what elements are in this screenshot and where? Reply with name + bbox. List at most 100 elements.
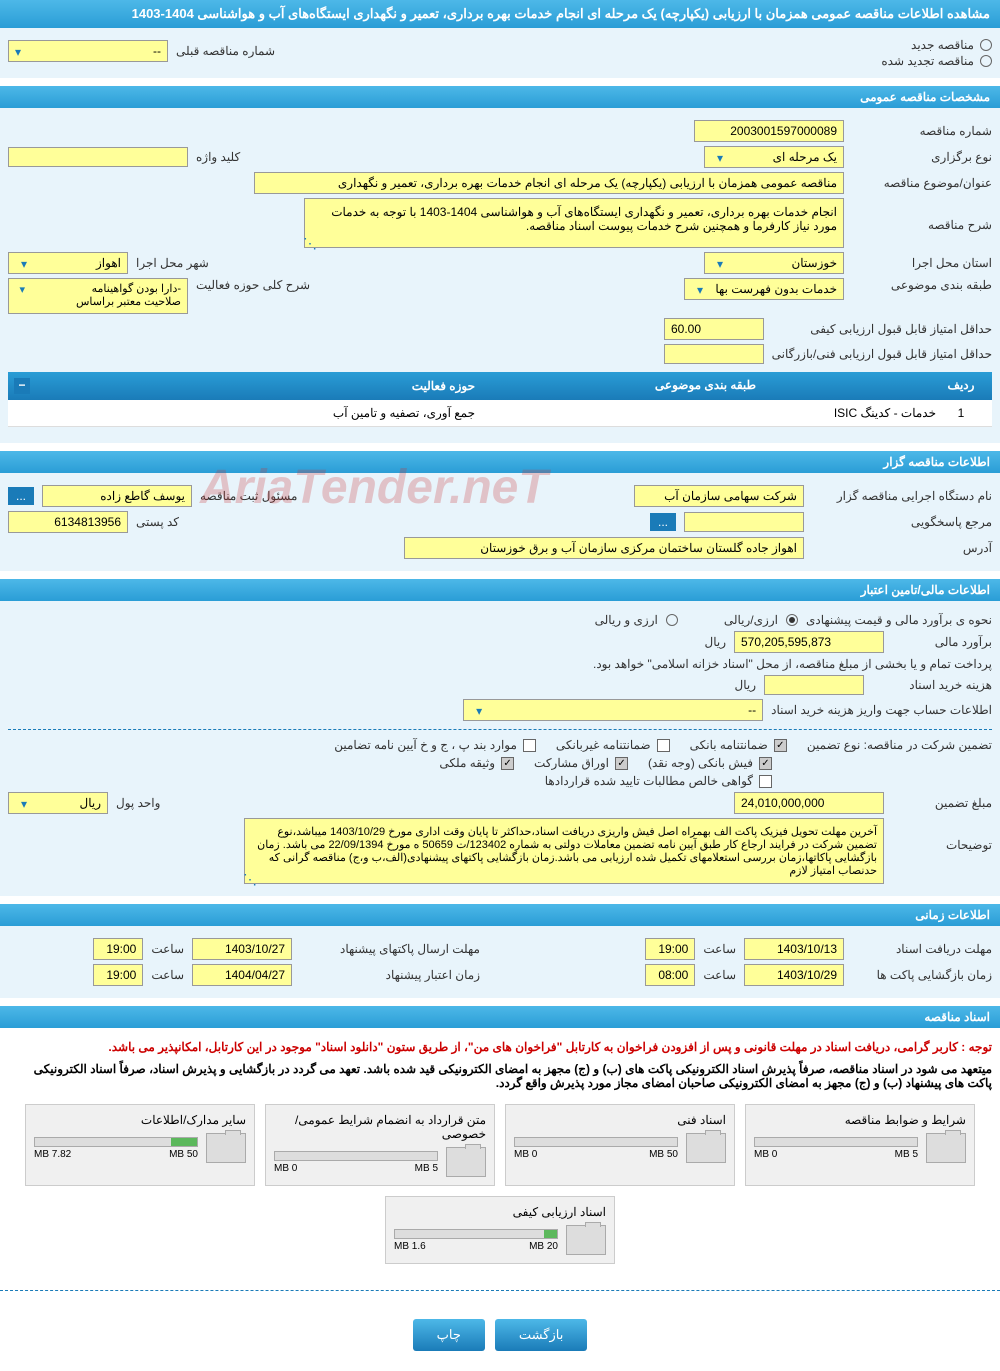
city-select[interactable]: اهواز (8, 252, 128, 274)
checkbox-bank-guarantee[interactable] (774, 739, 787, 752)
table-row: 1 خدمات - کدینگ ISIC جمع آوری، تصفیه و ت… (8, 400, 992, 427)
folder-icon (926, 1133, 966, 1163)
prev-tender-number-label: شماره مناقصه قبلی (176, 44, 275, 58)
folder-item[interactable]: اسناد فنی 50 MB0 MB (505, 1104, 735, 1186)
chevron-down-icon (15, 797, 27, 809)
currency-unit-select[interactable]: ریال (8, 792, 108, 814)
validity-time: 19:00 (93, 964, 143, 986)
agency-label: نام دستگاه اجرایی مناقصه گزار (812, 489, 992, 503)
address-label: آدرس (812, 541, 992, 555)
register-label: مسئول ثبت مناقصه (200, 489, 297, 503)
notes-label: توضیحات (892, 818, 992, 852)
province-select[interactable]: خوزستان (704, 252, 844, 274)
guarantee-amount-field: 24,010,000,000 (734, 792, 884, 814)
prev-tender-number-select[interactable]: -- (8, 40, 168, 62)
folder-item[interactable]: متن قرارداد به انضمام شرایط عمومی/خصوصی … (265, 1104, 495, 1186)
checkbox-bonds-guarantee[interactable] (615, 757, 628, 770)
resize-handle-icon[interactable] (247, 871, 257, 881)
section-general: مشخصات مناقصه عمومی (0, 86, 1000, 108)
col-row: ردیف (936, 378, 986, 394)
folder-title: شرایط و ضوابط مناقصه (754, 1113, 966, 1127)
radio-new-tender[interactable] (980, 39, 992, 51)
renewed-tender-label: مناقصه تجدید شده (881, 54, 974, 68)
section-financial: اطلاعات مالی/تامین اعتبار (0, 579, 1000, 601)
estimate-field: 570,205,595,873 (734, 631, 884, 653)
guarantee-amount-label: مبلغ تضمین (892, 796, 992, 810)
section-organizer: اطلاعات مناقصه گزار (0, 451, 1000, 473)
chevron-down-icon (470, 704, 482, 716)
checkbox-property-guarantee[interactable] (501, 757, 514, 770)
radio-rial[interactable] (786, 614, 798, 626)
print-button[interactable]: چاپ (413, 1319, 485, 1351)
response-ref-label: مرجع پاسخگویی (812, 515, 992, 529)
register-lookup-button[interactable]: ... (8, 487, 34, 505)
resize-handle-icon[interactable] (307, 235, 317, 245)
subject-field: مناقصه عمومی همزمان با ارزیابی (یکپارچه)… (254, 172, 844, 194)
subject-label: عنوان/موضوع مناقصه (852, 176, 992, 190)
min-quality-score-label: حداقل امتیاز قابل قبول ارزیابی کیفی (772, 322, 992, 336)
back-button[interactable]: بازگشت (495, 1319, 587, 1351)
folder-item[interactable]: اسناد ارزیابی کیفی 20 MB1.6 MB (385, 1196, 615, 1264)
activity-scope-label: شرح کلی حوزه فعالیت (196, 278, 310, 292)
chevron-down-icon (15, 257, 27, 269)
validity-date: 1404/04/27 (192, 964, 292, 986)
folder-item[interactable]: شرایط و ضوابط مناقصه 5 MB0 MB (745, 1104, 975, 1186)
checkbox-nonbank-guarantee[interactable] (657, 739, 670, 752)
folder-grid: شرایط و ضوابط مناقصه 5 MB0 MB اسناد فنی … (8, 1094, 992, 1274)
estimate-method-label: نحوه ی برآورد مالی و قیمت پیشنهادی (806, 613, 992, 627)
register-field: یوسف گاطع زاده (42, 485, 192, 507)
description-field[interactable]: انجام خدمات بهره برداری، تعمیر و نگهداری… (304, 198, 844, 248)
folder-title: اسناد فنی (514, 1113, 726, 1127)
opening-label: زمان بازگشایی پاکت ها (852, 968, 992, 982)
min-quality-score-field: 60.00 (664, 318, 764, 340)
radio-foreign[interactable] (666, 614, 678, 626)
proposal-deadline-label: مهلت ارسال پاکتهای پیشنهاد (300, 942, 480, 956)
account-select[interactable]: -- (463, 699, 763, 721)
chevron-down-icon (13, 283, 25, 295)
collapse-icon[interactable]: − (14, 378, 30, 394)
folder-title: سایر مدارک/اطلاعات (34, 1113, 246, 1127)
proposal-deadline-date: 1403/10/27 (192, 938, 292, 960)
keyword-field[interactable] (8, 147, 188, 167)
classification-select[interactable]: خدمات بدون فهرست بها (684, 278, 844, 300)
postal-label: کد پستی (136, 515, 179, 529)
notes-field[interactable]: آخرین مهلت تحویل فیزیک پاکت الف بهمراه ا… (244, 818, 884, 884)
chevron-down-icon (711, 257, 723, 269)
chevron-down-icon (15, 45, 27, 57)
classification-label: طبقه بندی موضوعی (852, 278, 992, 292)
notice-1: توجه : کاربر گرامی، دریافت اسناد در مهلت… (8, 1036, 992, 1058)
province-label: استان محل اجرا (852, 256, 992, 270)
min-tech-score-field (664, 344, 764, 364)
opening-date: 1403/10/29 (744, 964, 844, 986)
notice-2: میتعهد می شود در اسناد مناقصه، صرفاً پذی… (8, 1058, 992, 1094)
folder-item[interactable]: سایر مدارک/اطلاعات 50 MB7.82 MB (25, 1104, 255, 1186)
currency-unit-label: واحد پول (116, 796, 160, 810)
holding-type-select[interactable]: یک مرحله ای (704, 146, 844, 168)
checkbox-cash-guarantee[interactable] (759, 757, 772, 770)
guarantee-type-label: تضمین شرکت در مناقصه: نوع تضمین (807, 738, 992, 752)
folder-title: متن قرارداد به انضمام شرایط عمومی/خصوصی (274, 1113, 486, 1141)
tender-number-field: 2003001597000089 (694, 120, 844, 142)
holding-type-label: نوع برگزاری (852, 150, 992, 164)
new-tender-label: مناقصه جدید (911, 38, 974, 52)
city-label: شهر محل اجرا (136, 256, 209, 270)
estimate-label: برآورد مالی (892, 635, 992, 649)
chevron-down-icon (711, 151, 723, 163)
description-label: شرح مناقصه (852, 198, 992, 232)
radio-renewed-tender[interactable] (980, 55, 992, 67)
section-documents: اسناد مناقصه (0, 1006, 1000, 1028)
activity-scope-field[interactable]: -دارا بودن گواهینامه صلاحیت معتبر براساس (8, 278, 188, 314)
page-title-bar: مشاهده اطلاعات مناقصه عمومی همزمان با ار… (0, 0, 1000, 28)
payment-note: پرداخت تمام و یا بخشی از مبلغ مناقصه، از… (593, 657, 992, 671)
folder-icon (206, 1133, 246, 1163)
activities-table: ردیف طبقه بندی موضوعی حوزه فعالیت − 1 خد… (8, 372, 992, 427)
response-ref-lookup-button[interactable]: ... (650, 513, 676, 531)
checkbox-items-guarantee[interactable] (523, 739, 536, 752)
agency-field: شرکت سهامی سازمان آب (634, 485, 804, 507)
col-scope: حوزه فعالیت (412, 379, 475, 393)
doc-deadline-date: 1403/10/13 (744, 938, 844, 960)
checkbox-receivables-guarantee[interactable] (759, 775, 772, 788)
folder-icon (446, 1147, 486, 1177)
doc-deadline-time: 19:00 (645, 938, 695, 960)
min-tech-score-label: حداقل امتیاز قابل قبول ارزیابی فنی/بازرگ… (772, 347, 992, 361)
